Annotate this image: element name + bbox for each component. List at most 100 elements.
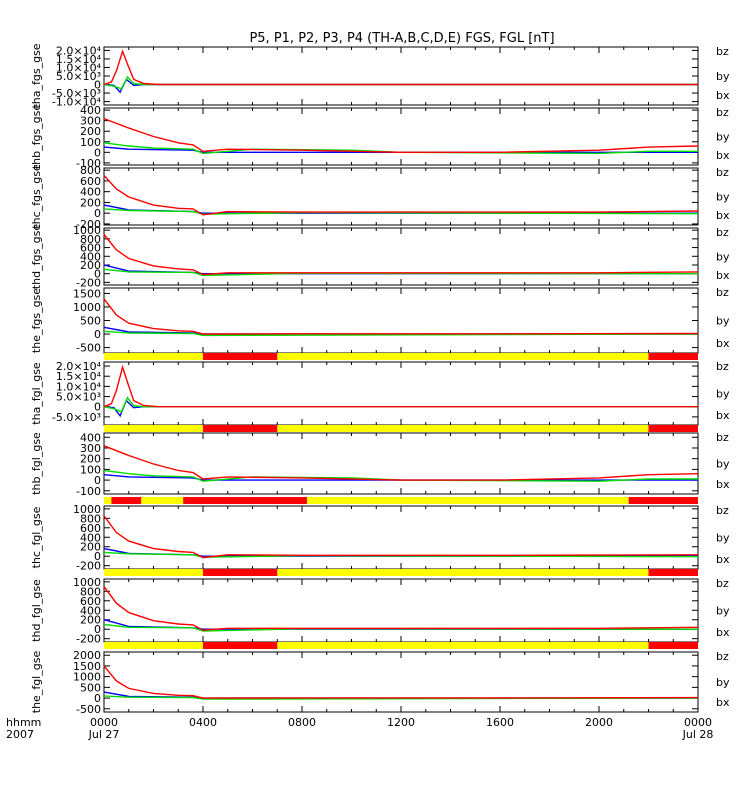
mode-bar-interval [648,353,698,360]
mode-bar-background [104,353,698,360]
y-tick-label: 400 [80,604,101,617]
legend-bz: bz [716,106,729,119]
mode-bars [104,353,698,649]
panel-frame [103,505,699,570]
x-tick-label: 0000 [90,716,118,729]
y-tick-label: -500 [76,703,101,716]
y-tick-label: 5.0×10³ [56,391,101,404]
panel-frame [103,651,699,713]
series-bz [103,515,699,559]
legend-bx: bx [716,209,730,222]
mode-bar-interval [183,497,307,504]
x-tick-label: 1200 [387,716,415,729]
mode-bar-interval [648,569,698,576]
y-tick-label: 2.0×10⁴ [56,360,102,373]
series-by [103,330,699,337]
panel-frame [103,107,699,166]
legend-bx: bx [716,626,730,639]
y-tick-label: 400 [80,186,101,199]
legend-by: by [716,70,730,83]
series-bz [103,445,699,481]
panel-frame [103,578,699,643]
x-tick-label: 0400 [189,716,217,729]
y-axis-label: the_fgs_gse [30,288,43,353]
y-tick-label: 200 [80,125,101,138]
y-tick-label: 300 [80,115,101,128]
mode-bar-interval [628,497,698,504]
y-tick-label: 500 [80,315,101,328]
legend-by: by [716,532,730,545]
y-tick-label: 200 [80,196,101,209]
legend-by: by [716,315,730,328]
legend-by: by [716,605,730,618]
legend-bz: bz [716,226,729,239]
y-tick-label: 0 [94,268,101,281]
y-tick-label: 1.0×10⁴ [56,61,102,74]
y-tick-label: -500 [76,342,101,355]
legend-bz: bz [716,45,729,58]
series-bz [103,364,698,408]
mode-bar [104,425,698,432]
y-axis-label: thb_fgs_gse [30,104,43,170]
y-tick-label: 600 [80,175,101,188]
legend-bx: bx [716,89,730,102]
y-tick-label: 1.5×10⁴ [56,53,102,66]
y-tick-label: 1500 [73,287,101,300]
series-bx [103,78,698,94]
y-tick-label: 400 [80,104,101,117]
panel-frame [103,227,699,286]
chart-panels: 2.0×10⁴1.5×10⁴1.0×10⁴5.0×10³0-5.0×10³-1.… [30,43,730,716]
mode-bar-interval [648,425,698,432]
legend-bx: bx [716,337,730,350]
legend-bz: bz [716,360,729,373]
legend-bz: bz [716,577,729,590]
series-bx [103,399,698,418]
x-tick-date-label: Jul 28 [682,728,714,741]
legend-by: by [716,458,730,471]
y-tick-label: 800 [80,164,101,177]
y-tick-label: 2000 [73,649,101,662]
legend-bx: bx [716,553,730,566]
y-tick-label: 5.0×10³ [56,70,101,83]
panel-tha_fgs_gse: 2.0×10⁴1.5×10⁴1.0×10⁴5.0×10³0-5.0×10³-1.… [30,43,730,108]
y-tick-label: 1000 [73,224,101,237]
y-tick-label: 0 [94,207,101,220]
x-tick-label: 0800 [288,716,316,729]
y-tick-label: 0 [94,79,101,92]
legend-bx: bx [716,478,730,491]
y-tick-label: 600 [80,522,101,535]
y-tick-label: 1000 [73,301,101,314]
y-tick-label: -5.0×10³ [52,411,101,424]
y-axis-label: thc_fgs_gse [30,164,43,229]
y-tick-label: 500 [80,681,101,694]
legend-bz: bz [716,286,729,299]
mode-bar-interval [203,425,278,432]
y-tick-label: 0 [94,623,101,636]
mode-bar-interval [648,642,698,649]
legend-bx: bx [716,149,730,162]
y-tick-label: 100 [80,463,101,476]
y-tick-label: 400 [80,531,101,544]
x-tick-label: 0000 [684,716,712,729]
y-tick-label: 600 [80,242,101,255]
y-tick-label: 200 [80,453,101,466]
panel-frame [103,361,699,426]
y-tick-label: 600 [80,595,101,608]
mode-bar [104,642,698,649]
legend-by: by [716,191,730,204]
y-tick-label: 2.0×10⁴ [56,44,102,57]
y-axis-label: thc_fgl_gse [30,506,43,568]
series-bz [103,117,699,154]
series-bz [103,175,699,216]
series-bz [103,49,698,86]
y-tick-label: -100 [76,157,101,170]
mode-bar-interval [203,353,278,360]
panel-frame [103,287,699,354]
series-bz [103,234,699,276]
